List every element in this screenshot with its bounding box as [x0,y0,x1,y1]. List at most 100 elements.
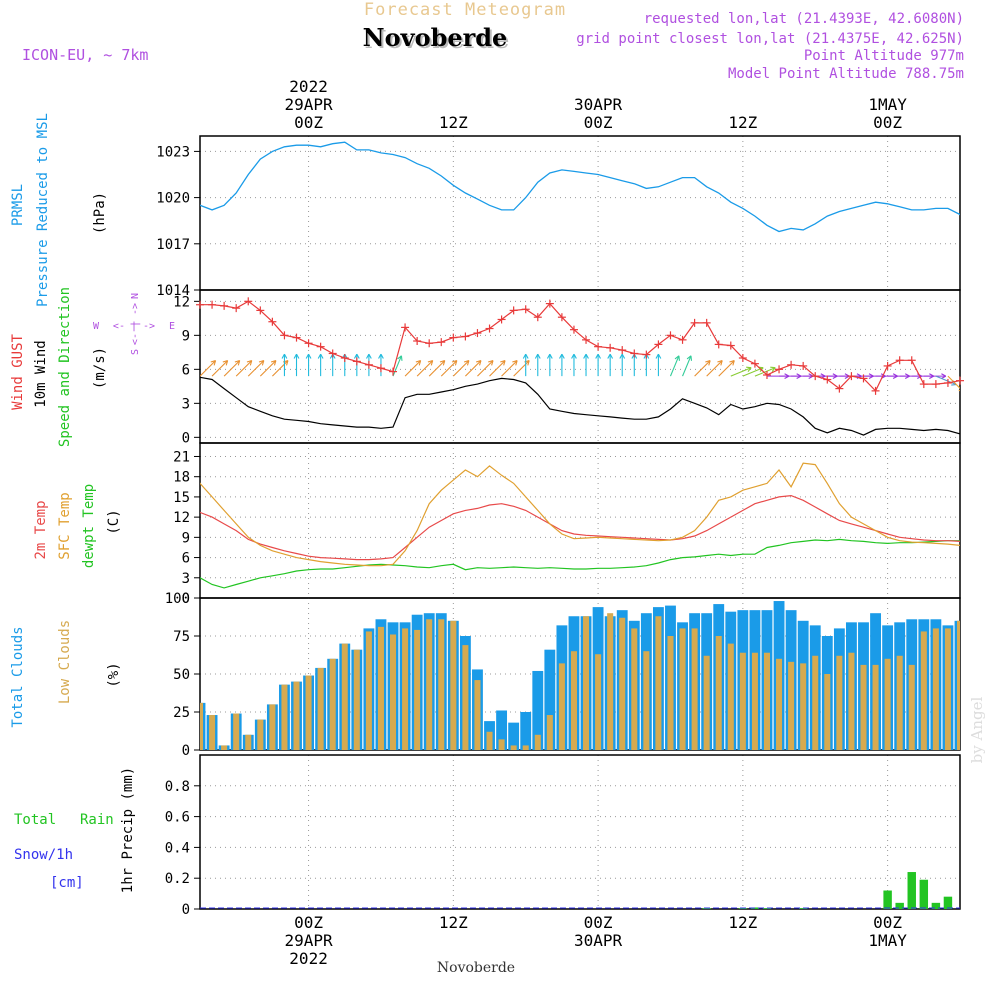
gust-point [352,357,361,366]
gust-point [642,350,651,359]
wind-arrow-shaft [428,360,446,377]
t2m-label: 2m Temp [33,500,49,559]
wind-arrow-head [286,360,289,366]
wind-arrow-shaft [959,376,960,377]
low-cloud-bar [800,663,807,750]
gust-point [750,359,759,368]
rain-bar [931,902,941,909]
wind-arrow-head [571,353,575,359]
wind-arrow-head [293,353,297,359]
wind-label: 10m Wind [33,340,49,407]
wind-arrow [754,366,776,377]
wind-arrow [223,360,241,377]
watermark: by Angel [968,696,986,763]
low-cloud-bar [474,680,481,750]
sfc-label: SFC Temp [57,492,73,559]
cloud-bar [821,636,833,750]
y-tick-label: 0.6 [165,810,190,826]
wind-arrow-head [515,360,518,366]
cloud-bar [279,684,290,750]
wind-arrow [416,360,434,377]
gust-point [328,349,337,358]
wind-arrow-head [305,353,310,359]
wind-arrow-head [729,360,735,363]
compass-axis-v: <- | -> [130,303,141,345]
cloud-bar [761,610,773,750]
wind-arrow [619,353,626,377]
wind-arrow-head [273,360,277,366]
compass-w: W [93,321,100,332]
y-tick-label: 0.4 [165,840,190,856]
y-tick-label: 21 [173,449,190,465]
gust-point [401,323,410,332]
wind-arrow-head [283,353,288,359]
gust-point [907,356,916,365]
wind-arrow-head [971,390,976,391]
plot-area: 1014 1017 1020 1023 0 3 6 9 12 0 3 6 9 12 15 18 21 0 25 50 7… [156,77,976,968]
wind-arrow-head [573,353,577,359]
low-cloud-bar [570,651,577,750]
wind-arrow-shaft [947,375,960,389]
cloud-bar [930,619,942,750]
low-cloud-bar [703,655,710,750]
wind-arrow-head [356,353,360,359]
cloud-bar [200,702,206,750]
cloud-bar [484,721,495,750]
low-cloud-bar [788,661,795,750]
low-cloud-bar [884,658,891,750]
gust-point [799,361,808,370]
wind-arrow-head [690,355,693,361]
y-tick-label: 75 [173,629,190,645]
low-cloud-bar [691,628,698,750]
cloud-bar [447,620,459,750]
wind-arrow-head [427,360,433,363]
wind-arrow-head [418,360,422,366]
gust-point [895,356,904,365]
wind-arrow [718,360,735,377]
cloud-bar [459,636,471,750]
wind-arrow [477,360,494,377]
gust-point [280,331,289,340]
gust-point [582,335,591,344]
cloud-bar [315,667,327,750]
wind-arrow-shaft [416,360,434,377]
precip-total-label: Total [14,812,56,828]
time-label-top: 1MAY [868,95,907,114]
wind-arrow [522,353,529,377]
low-cloud-bar [824,674,831,750]
wind-arrow-shaft [271,360,289,377]
wind-arrow-shaft [404,360,422,377]
temp-unit: (C) [106,509,122,534]
panel-clouds: 0 25 50 75 100 [165,591,961,759]
low-cloud-bar [776,658,783,750]
point-altitude: Point Altitude 977m [804,48,964,64]
wind-arrow [465,360,482,377]
rain-bar [798,908,808,909]
wind-arrow-head [657,353,662,359]
low-cloud-bar [836,655,843,750]
y-tick-label: 0 [182,743,190,759]
cloud-bar [785,610,797,750]
cloud-bar [640,613,652,750]
wind-arrow [607,353,614,377]
panel-frame [199,754,961,910]
location-title: Novoberde [365,25,510,54]
location-title-front: Novoberde [363,23,508,52]
gust-point [437,338,446,347]
wind-arrow-shaft [259,360,277,377]
wind-arrow [293,353,300,377]
time-label-top: 00Z [294,113,323,132]
time-label-top: 12Z [439,113,468,132]
wind-arrow-head [479,360,482,366]
wind-arrow-head [476,360,482,363]
cloud-bar [882,625,894,750]
wind-arrow-shaft [669,355,680,377]
gust-point [943,378,952,387]
gust-point [533,313,542,322]
model-altitude: Model Point Altitude 788.75m [728,66,964,82]
wind-arrow-head [353,353,358,359]
gust-point [871,386,880,395]
wind-arrow-shaft [223,360,241,377]
gust-point [726,341,735,350]
low-cloud-bar [510,745,517,750]
